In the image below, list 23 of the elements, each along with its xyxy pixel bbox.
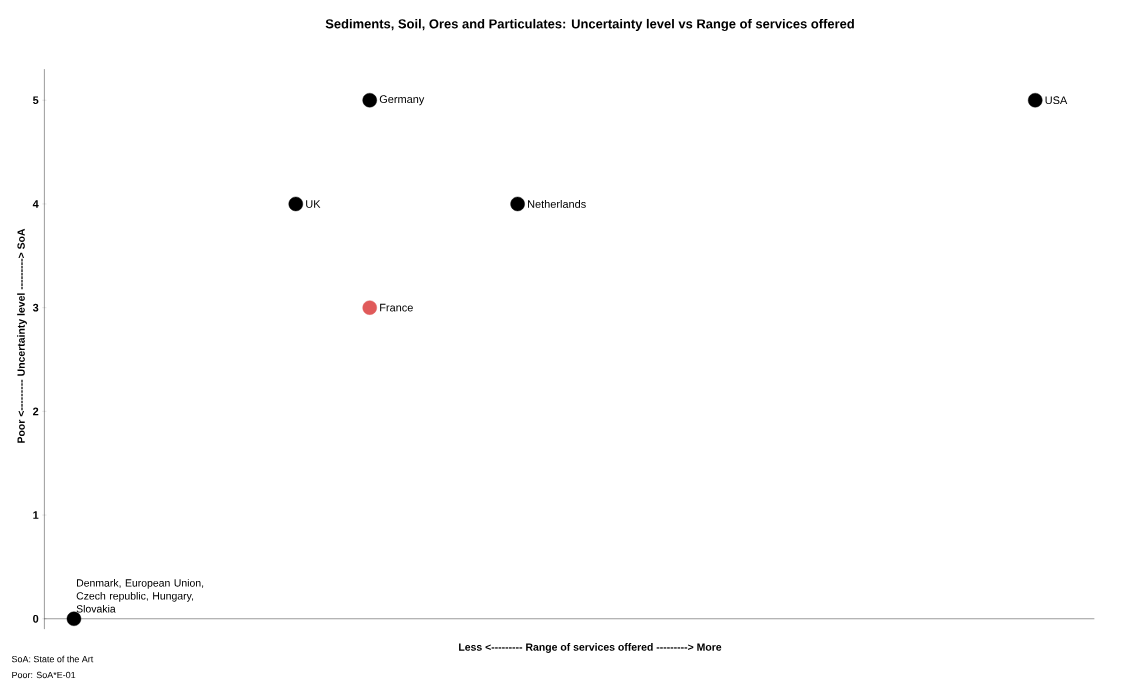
point (510, 196, 525, 212)
y-axis-title: Poor <--------- Uncertainty level ---------> SoA (17, 228, 27, 443)
text: Poor: SoA*E-01 (12, 671, 76, 679)
y-tick-label: 4 (32, 200, 39, 208)
point (362, 300, 377, 315)
series-label: Germany (379, 95, 425, 106)
series-label: Denmark, European Union, Czech republic, Hungary, Slovakia (76, 578, 204, 613)
series-label: France (380, 303, 413, 312)
y-tick-label: 3 (32, 303, 39, 312)
series-label: USA (1045, 96, 1068, 105)
series-label: Netherlands (528, 199, 586, 208)
y-tick-label: 0 (33, 614, 39, 623)
chart-title: Sediments, Soil, Ores and Particulates: Uncertainty level vs Range of services offered (325, 18, 854, 32)
point (66, 611, 82, 626)
point (362, 93, 377, 108)
point (288, 196, 303, 212)
y-tick-label: 1 (33, 511, 39, 519)
text: SoA: State of the Art (11, 655, 94, 663)
y-tick-label: 2 (33, 407, 39, 416)
y-tick-label: 5 (32, 96, 39, 105)
x-axis-title: Less <--------- Range of services offered ---------> More (459, 643, 722, 653)
series-label: UK (306, 200, 321, 208)
point (1028, 93, 1043, 108)
